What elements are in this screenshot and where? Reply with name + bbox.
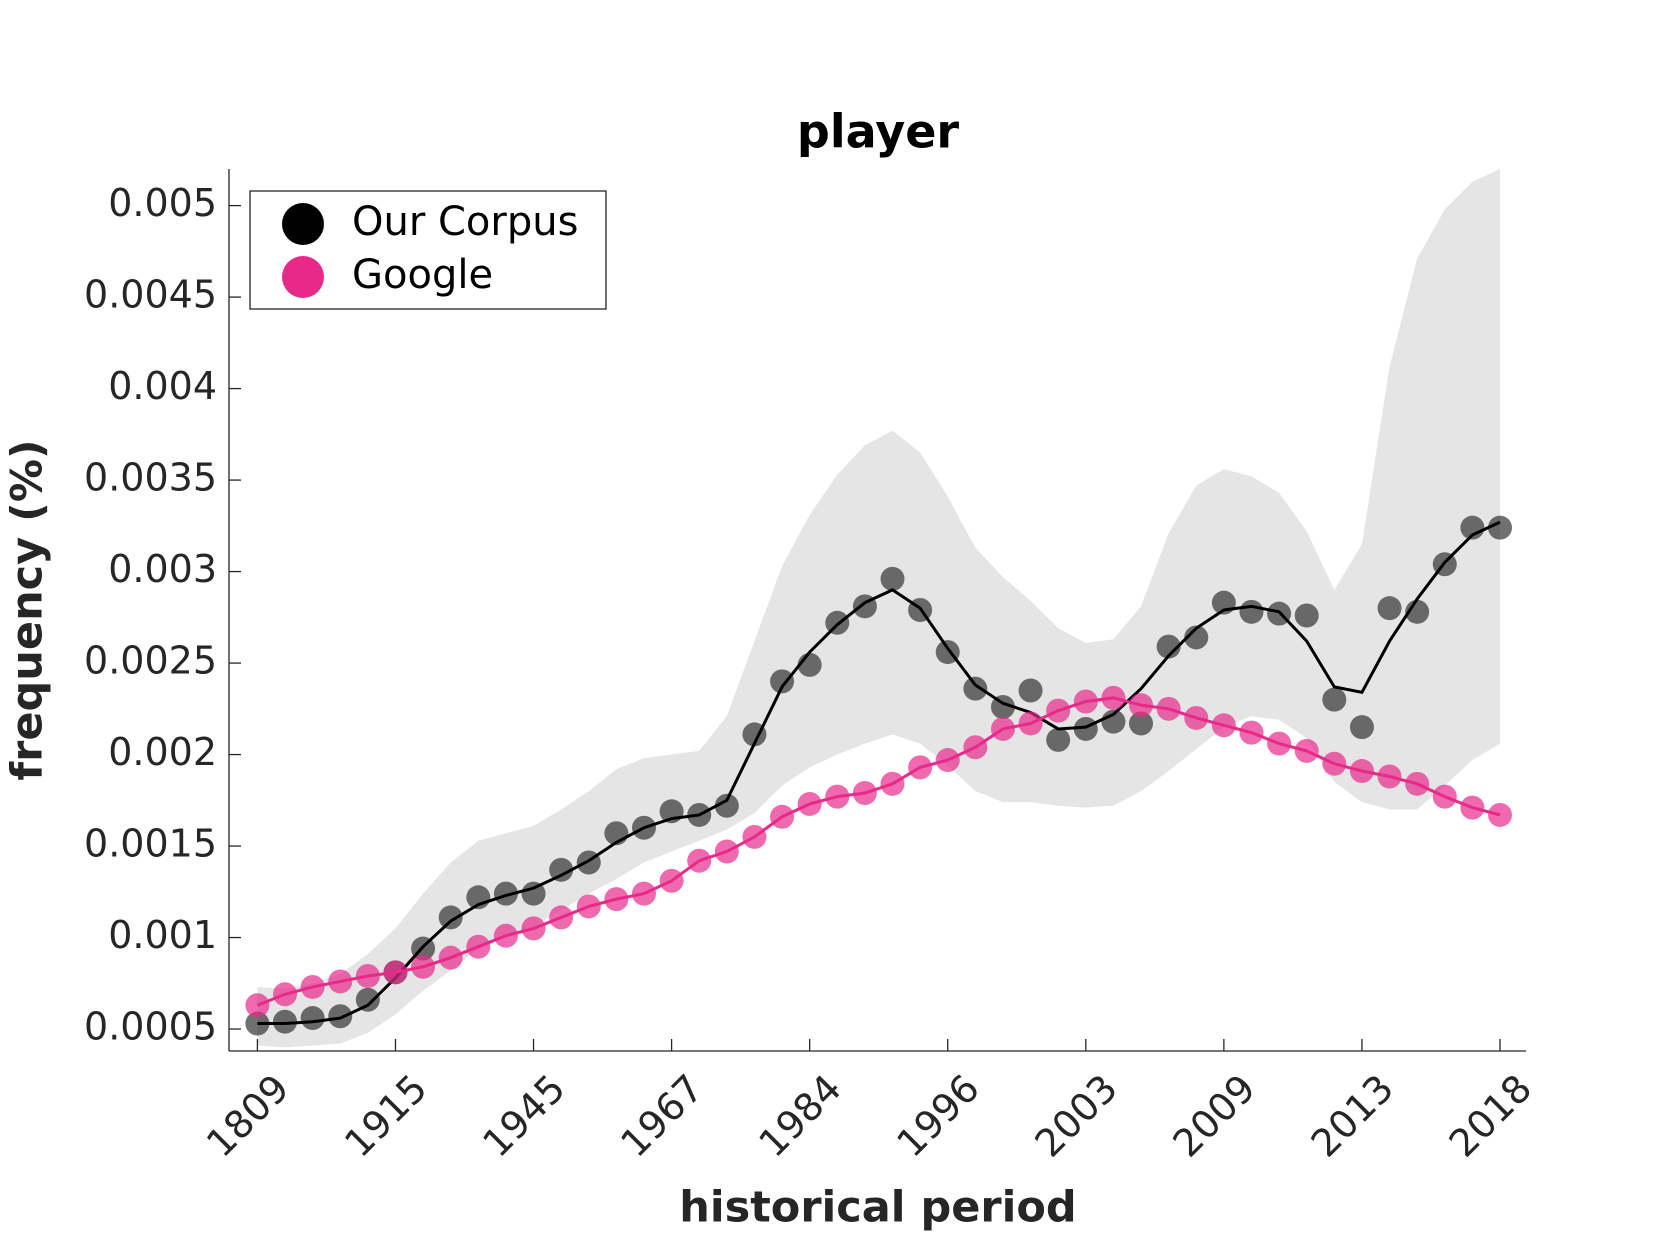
data-point: [1294, 603, 1319, 628]
y-tick-label: 0.004: [108, 364, 217, 408]
data-point: [328, 1004, 353, 1029]
data-point: [880, 566, 905, 591]
series-line: [257, 520, 1501, 1026]
data-point: [493, 881, 518, 906]
data-point: [963, 676, 988, 701]
x-tick-label: 1809: [198, 1066, 298, 1166]
legend-label: Google: [352, 252, 493, 298]
y-tick-label: 0.0015: [84, 822, 217, 866]
y-tick-label: 0.0025: [84, 639, 217, 683]
y-tick-label: 0.0005: [84, 1005, 217, 1049]
data-point: [1184, 625, 1209, 650]
data-point: [1239, 599, 1264, 624]
y-tick-label: 0.0045: [84, 273, 217, 317]
data-point: [1156, 634, 1181, 659]
x-tick-label: 1996: [888, 1066, 988, 1166]
x-tick-label: 2003: [1026, 1066, 1126, 1166]
chart-title: player: [797, 105, 960, 159]
data-point: [1377, 596, 1402, 621]
x-tick-label: 2009: [1165, 1066, 1265, 1166]
data-point: [521, 881, 546, 906]
data-point: [770, 669, 795, 694]
y-tick-label: 0.002: [108, 730, 217, 774]
confidence-band: [257, 169, 1500, 1048]
y-tick-label: 0.001: [108, 913, 217, 957]
data-point: [355, 987, 380, 1012]
x-tick-label: 1967: [612, 1066, 712, 1166]
x-tick-label: 2013: [1303, 1066, 1403, 1166]
legend-label: Our Corpus: [352, 199, 578, 245]
data-point: [549, 857, 574, 882]
x-tick-label: 1945: [474, 1066, 574, 1166]
legend-marker: [282, 256, 324, 298]
data-point: [1322, 687, 1347, 712]
x-tick-label: 2018: [1441, 1066, 1541, 1166]
y-tick-label: 0.005: [108, 181, 217, 225]
data-point: [1488, 515, 1512, 540]
y-axis-label: frequency (%): [3, 439, 53, 780]
data-point: [1018, 678, 1043, 703]
data-point: [1349, 715, 1374, 740]
data-point: [1046, 727, 1071, 752]
data-point: [273, 1009, 298, 1034]
x-tick-label: 1984: [750, 1066, 850, 1166]
data-point: [438, 905, 463, 930]
y-tick-label: 0.0035: [84, 456, 217, 500]
x-tick-label: 1915: [336, 1066, 436, 1166]
series-line: [256, 696, 1501, 1007]
legend-marker: [282, 203, 324, 245]
data-point: [1129, 711, 1154, 736]
y-tick-label: 0.003: [108, 547, 217, 591]
x-axis-label: historical period: [679, 1183, 1076, 1233]
data-point: [714, 793, 739, 818]
data-point: [300, 1006, 325, 1031]
